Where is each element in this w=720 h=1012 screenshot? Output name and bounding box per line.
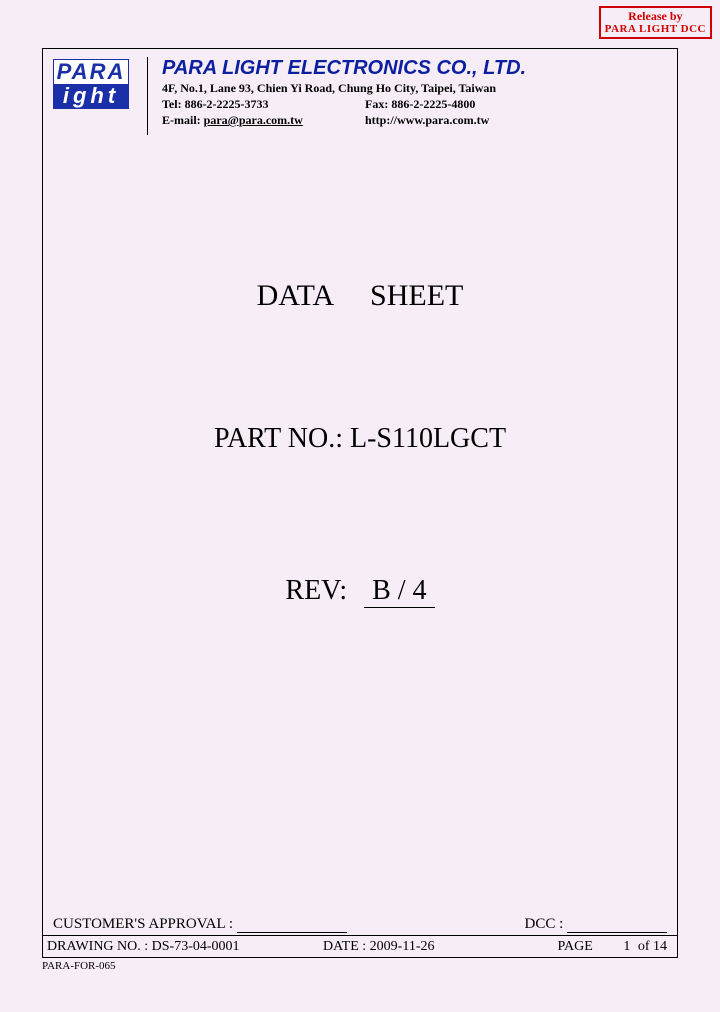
drawing-label: DRAWING NO. :	[47, 939, 152, 954]
page-label: PAGE	[558, 939, 593, 954]
body-area: DATA SHEET PART NO.: L-S110LGCT REV: B /…	[43, 279, 677, 608]
rev-label: REV:	[285, 575, 347, 606]
drawing-no: DRAWING NO. : DS-73-04-0001	[43, 939, 323, 955]
contact-row: Tel: 886-2-2225-3733 Fax: 886-2-2225-480…	[162, 97, 667, 112]
partno-label: PART NO.:	[214, 423, 350, 454]
drawing-value: DS-73-04-0001	[152, 939, 240, 954]
website-link[interactable]: http://www.para.com.tw	[365, 113, 489, 127]
email-row: E-mail: para@para.com.tw http://www.para…	[162, 113, 667, 128]
date-value: 2009-11-26	[370, 939, 435, 954]
fax-label: Fax:	[365, 97, 391, 111]
page-frame: PARA ight PARA LIGHT ELECTRONICS CO., LT…	[42, 48, 678, 958]
header-divider	[147, 57, 148, 135]
dcc-blank	[567, 932, 667, 933]
approval-blank	[237, 932, 347, 933]
page-total: 14	[653, 939, 667, 954]
email-label: E-mail:	[162, 113, 204, 127]
rev-value: B / 4	[364, 575, 434, 608]
page-current: 1	[600, 939, 630, 955]
stamp-line2: PARA LIGHT DCC	[605, 23, 706, 35]
tel-label: Tel:	[162, 97, 185, 111]
dcc-label: DCC :	[524, 916, 563, 932]
part-number-line: PART NO.: L-S110LGCT	[43, 423, 677, 455]
revision-line: REV: B / 4	[43, 575, 677, 608]
footer-bar: DRAWING NO. : DS-73-04-0001 DATE : 2009-…	[43, 935, 677, 957]
page-field: PAGE 1 of 14	[523, 939, 677, 955]
company-block: PARA LIGHT ELECTRONICS CO., LTD. 4F, No.…	[162, 57, 667, 128]
release-stamp: Release by PARA LIGHT DCC	[599, 6, 712, 39]
company-name: PARA LIGHT ELECTRONICS CO., LTD.	[162, 57, 667, 80]
doc-title: DATA SHEET	[43, 279, 677, 313]
form-number: PARA-FOR-065	[42, 960, 116, 972]
tel-value: 886-2-2225-3733	[185, 97, 269, 111]
date-label: DATE :	[323, 939, 370, 954]
dcc-field: DCC :	[524, 916, 667, 933]
logo-top: PARA	[54, 60, 128, 84]
fax-value: 886-2-2225-4800	[391, 97, 475, 111]
logo-bottom: ight	[54, 84, 128, 108]
approval-label: CUSTOMER'S APPROVAL :	[53, 916, 233, 932]
partno-value: L-S110LGCT	[350, 423, 506, 454]
approval-row: CUSTOMER'S APPROVAL : DCC :	[53, 916, 667, 933]
approval-field: CUSTOMER'S APPROVAL :	[53, 916, 347, 933]
page-of: of	[638, 939, 650, 954]
stamp-line1: Release by	[605, 10, 706, 23]
para-light-logo: PARA ight	[53, 59, 129, 109]
date-field: DATE : 2009-11-26	[323, 939, 523, 955]
company-address: 4F, No.1, Lane 93, Chien Yi Road, Chung …	[162, 81, 667, 96]
header: PARA ight PARA LIGHT ELECTRONICS CO., LT…	[43, 49, 677, 141]
email-link[interactable]: para@para.com.tw	[204, 113, 303, 127]
